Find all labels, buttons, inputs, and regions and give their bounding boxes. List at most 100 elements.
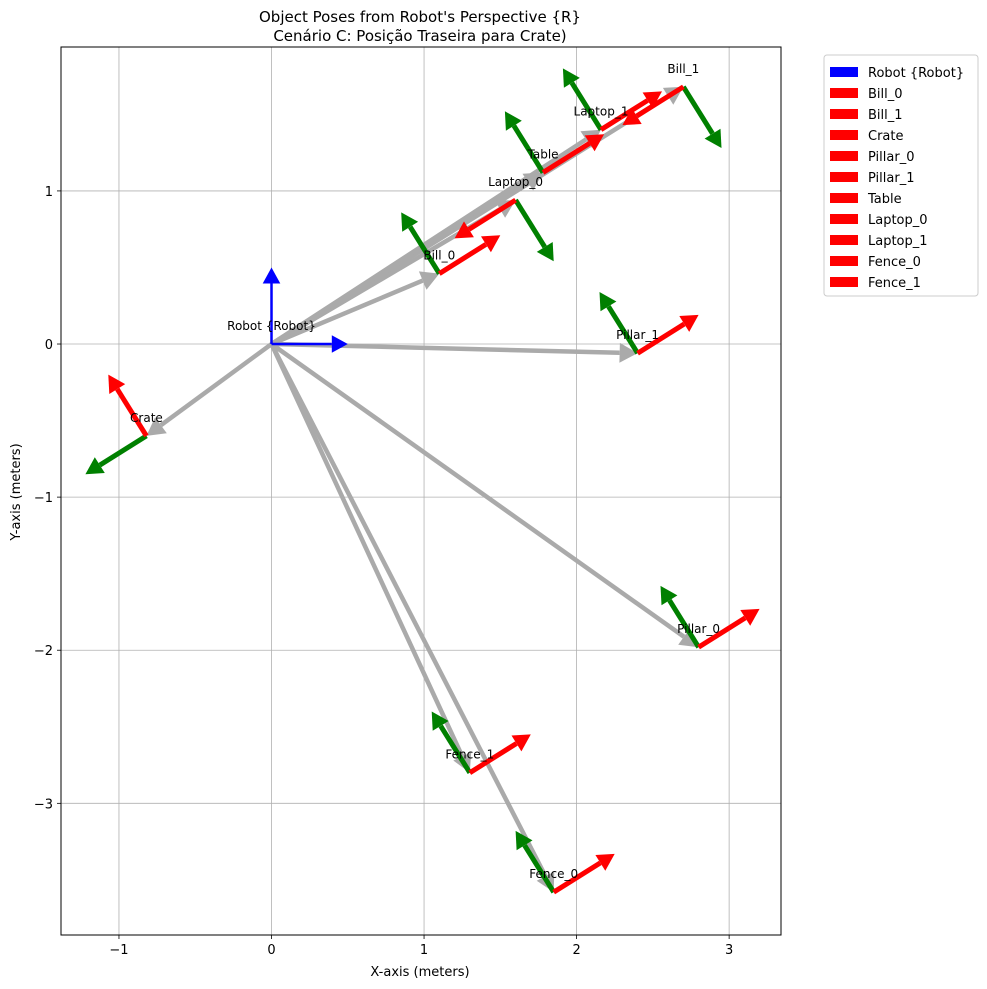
chart-title-line2: Cenário C: Posição Traseira para Crate) <box>273 27 566 45</box>
x-axis-arrow-laptop_0-head <box>454 221 474 239</box>
label-robot: Robot {Robot} <box>227 319 316 333</box>
grid <box>61 47 781 935</box>
legend-box <box>823 54 979 297</box>
y-axis-arrow-bill_1 <box>681 85 722 148</box>
y-axis-arrow-laptop_0-shaft <box>513 198 547 249</box>
connector-arrow-fence_0 <box>269 342 555 893</box>
x-axis-arrow-bill_0-shaft <box>437 242 488 276</box>
y-axis-arrow-bill_1-head <box>704 128 722 148</box>
connector-arrow-fence_1-shaft <box>269 343 465 758</box>
legend: Robot {Robot} Bill_0 Bill_1 Crate Pillar_0 Pi… <box>823 54 979 297</box>
legend-swatch <box>830 235 858 245</box>
legend-entry: Laptop_1 <box>868 234 928 249</box>
y-axis-arrow-pillar_0 <box>660 585 701 649</box>
y-axis-arrow-table-head <box>504 111 522 131</box>
legend-entry: Robot {Robot} <box>868 66 964 81</box>
connector-arrow-laptop_1 <box>270 129 601 346</box>
y-axis-arrow-crate-head <box>85 457 105 475</box>
legend-swatch <box>830 193 858 203</box>
legend-entry: Bill_0 <box>868 87 903 102</box>
object-labels: Bill_0 Bill_1 Crate Pillar_0 Pillar_1 Table La… <box>130 62 720 881</box>
y-axis-arrow-laptop_1-head <box>562 68 580 88</box>
legend-swatch <box>830 109 858 119</box>
y-axis-arrow-bill_1-shaft <box>681 85 715 135</box>
pose-arrows <box>85 68 760 895</box>
x-axis-arrow-pillar_1-shaft <box>636 321 686 356</box>
y-axis-arrow-fence_1-shaft <box>438 724 472 775</box>
x-axis-arrow-laptop_1 <box>599 91 662 132</box>
x-axis-arrow-fence_1-shaft <box>468 741 518 775</box>
x-axis-arrow-bill_0-head <box>481 235 501 253</box>
robot-x-arrow-head <box>331 335 348 353</box>
legend-entry: Laptop_0 <box>868 213 928 228</box>
label-table: Table <box>527 148 559 162</box>
x-axis-arrow-laptop_1-head <box>642 91 662 109</box>
x-axis-arrow-crate <box>108 374 149 438</box>
legend-entry: Pillar_0 <box>868 150 914 165</box>
connector-arrow-pillar_1-head <box>619 342 638 363</box>
x-tick-label: 3 <box>725 943 733 958</box>
y-tick-label: −3 <box>34 797 53 812</box>
y-axis-arrow-table-shaft <box>511 124 546 174</box>
x-axis-arrow-pillar_1-head <box>679 314 699 332</box>
x-axis-arrow-pillar_0 <box>697 608 760 650</box>
axis-ticks: −1 0 1 2 3 −3 −2 −1 0 1 <box>34 185 733 958</box>
y-tick-label: 0 <box>45 338 53 353</box>
label-fence_1: Fence_1 <box>445 748 494 762</box>
y-axis-arrow-bill_0-shaft <box>408 225 442 275</box>
x-tick-label: 1 <box>420 943 428 958</box>
y-axis-arrow-pillar_1-shaft <box>606 305 640 355</box>
y-tick-label: −1 <box>34 491 53 506</box>
legend-entry: Bill_1 <box>868 108 903 123</box>
x-axis-arrow-table-head <box>584 134 605 152</box>
y-axis-arrow-fence_1-head <box>431 711 449 731</box>
x-axis-arrow-crate-head <box>108 374 126 394</box>
x-axis-arrow-pillar_1 <box>636 314 699 356</box>
y-axis-arrow-fence_0-shaft <box>522 843 556 894</box>
y-axis-arrow-bill_0-head <box>401 212 419 232</box>
robot-y-arrow <box>262 267 281 345</box>
connector-arrow-laptop_1-shaft <box>270 137 588 346</box>
y-axis-arrow-laptop_0-head <box>536 242 554 262</box>
label-pillar_0: Pillar_0 <box>677 622 720 636</box>
x-tick-label: 2 <box>572 943 580 958</box>
y-axis-arrow-fence_0-head <box>515 830 533 851</box>
legend-swatch <box>830 67 858 77</box>
x-axis-arrow-crate-shaft <box>115 387 149 438</box>
x-axis-arrow-bill_1 <box>622 84 685 126</box>
x-axis-arrow-pillar_0-head <box>740 608 760 626</box>
y-axis-arrow-pillar_0-head <box>660 585 678 606</box>
x-axis-arrow-laptop_0 <box>454 197 517 239</box>
y-tick-label: 1 <box>45 185 53 200</box>
x-axis-arrow-fence_0-shaft <box>552 860 602 895</box>
connector-arrow-bill_0-head <box>418 271 440 290</box>
legend-entry: Crate <box>868 129 903 144</box>
legend-swatch <box>830 88 858 98</box>
connector-arrow-fence_1 <box>269 343 472 773</box>
connector-arrow-pillar_0-shaft <box>270 342 686 639</box>
connector-arrow-pillar_1-shaft <box>271 341 620 356</box>
legend-entry: Fence_0 <box>868 255 921 270</box>
y-axis-arrow-crate-shaft <box>98 433 148 468</box>
y-axis-label: Y-axis (meters) <box>9 443 24 541</box>
y-axis-arrow-crate <box>85 433 148 475</box>
y-axis-arrow-table <box>504 111 546 174</box>
y-axis-arrow-laptop_1 <box>562 68 604 131</box>
connector-arrow-bill_0 <box>270 271 440 347</box>
x-axis-arrow-table-shaft <box>541 141 591 175</box>
label-laptop_1: Laptop_1 <box>574 105 629 119</box>
y-axis-arrow-fence_0 <box>515 830 556 894</box>
label-bill_1: Bill_1 <box>667 62 699 76</box>
y-axis-arrow-pillar_0-shaft <box>667 599 701 649</box>
y-tick-label: −2 <box>34 644 53 659</box>
x-axis-arrow-bill_1-shaft <box>635 84 685 119</box>
legend-swatch <box>830 214 858 224</box>
y-axis-arrow-laptop_0 <box>513 198 554 262</box>
x-axis-arrow-fence_1 <box>468 734 531 775</box>
x-tick-label: 0 <box>267 943 275 958</box>
connector-arrow-crate <box>146 342 273 436</box>
y-axis-arrow-pillar_1 <box>599 292 640 355</box>
x-axis-label: X-axis (meters) <box>370 965 469 980</box>
x-axis-arrow-laptop_1-shaft <box>599 98 649 132</box>
